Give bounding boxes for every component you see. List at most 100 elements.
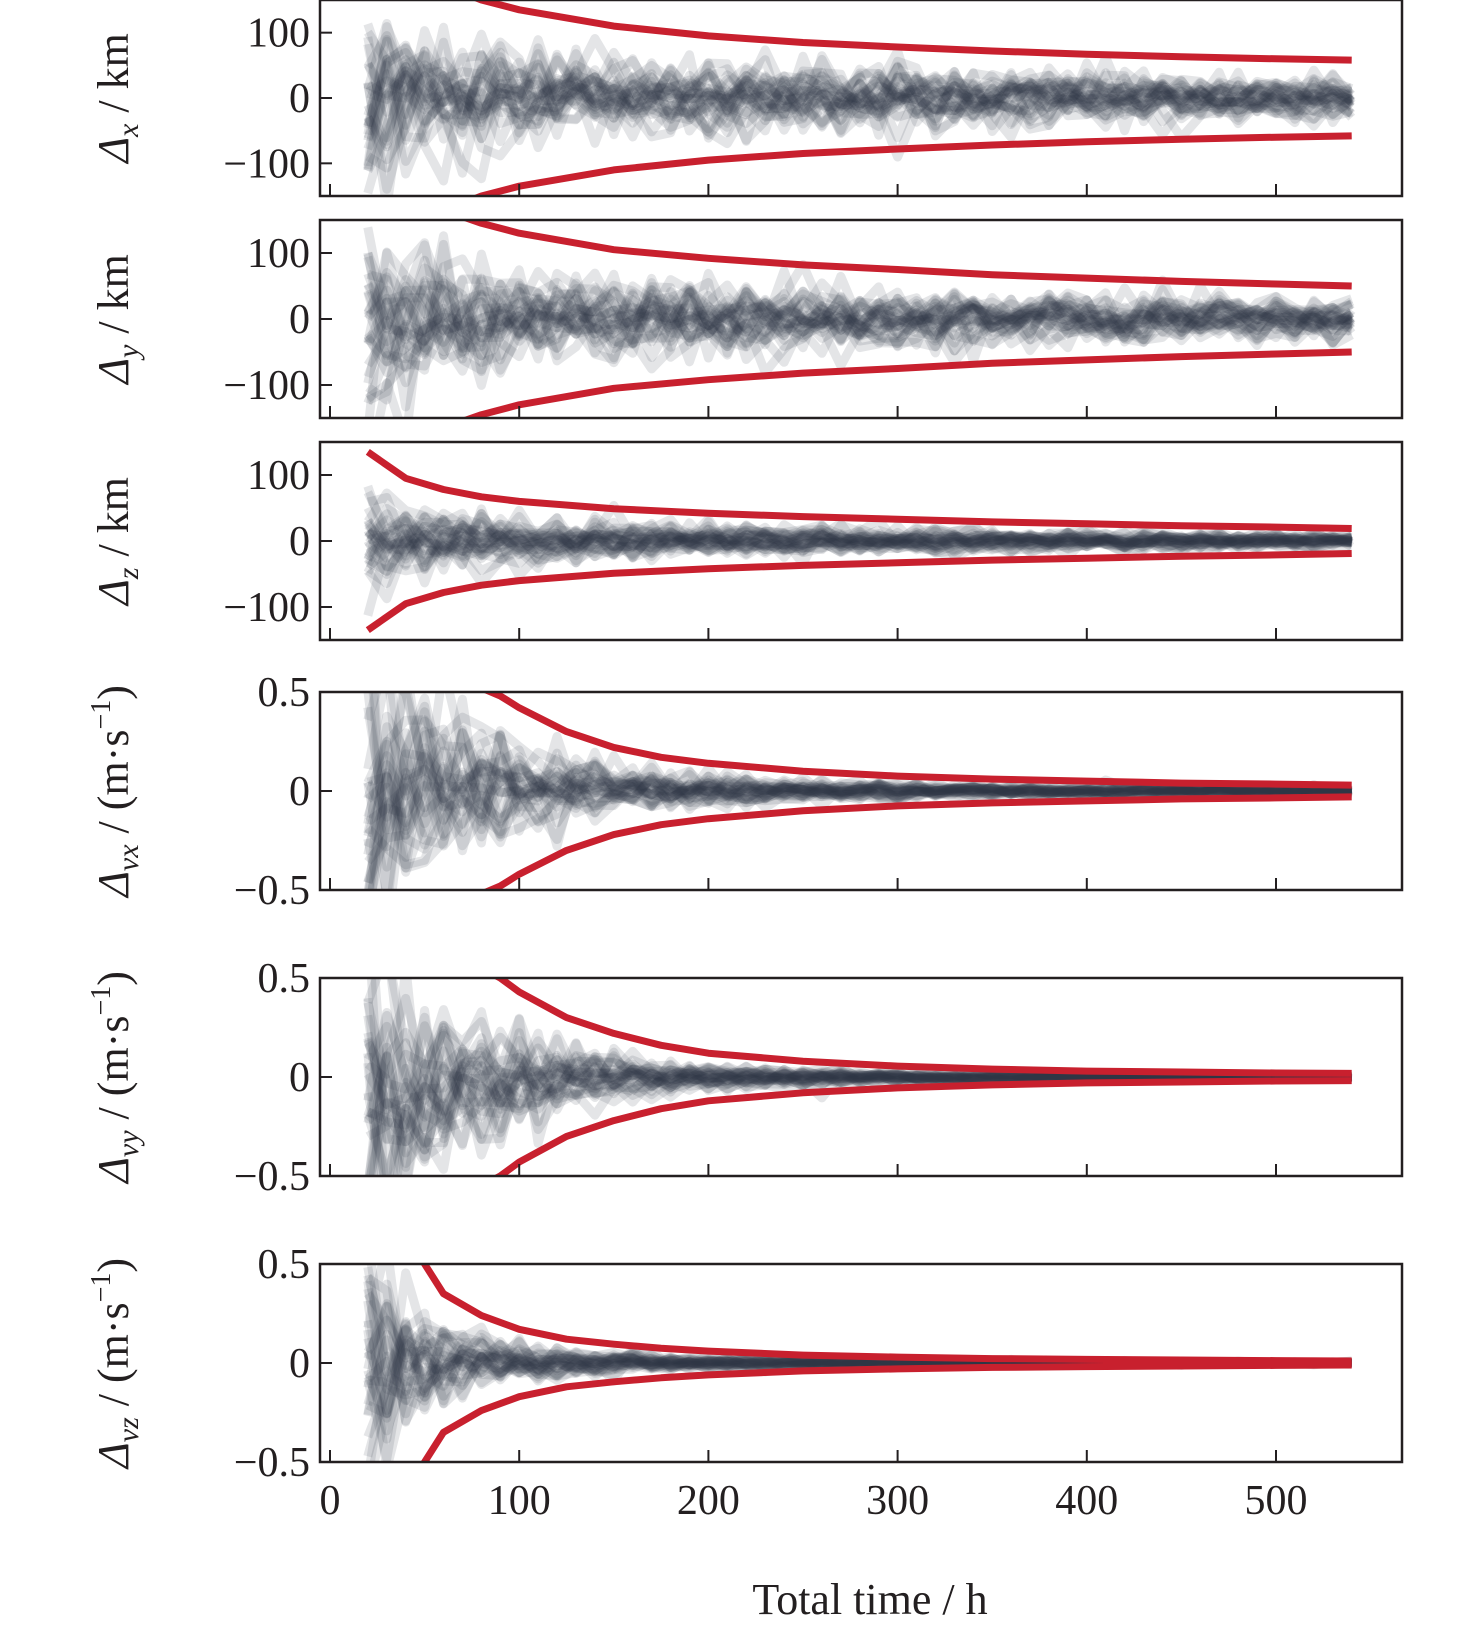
error-trace: [365, 1021, 1353, 1130]
plot-area: [363, 978, 1353, 1176]
error-trace: [366, 767, 1352, 854]
error-trace: [387, 692, 1353, 850]
y-tick-label: 0: [289, 769, 310, 815]
error-trace: [363, 505, 1353, 576]
error-trace: [365, 283, 1353, 403]
upper-bound-line: [481, 692, 1352, 789]
error-trace: [363, 727, 1353, 828]
y-axis-label: Δvy / (m·s−1): [86, 971, 145, 1185]
error-trace: [363, 272, 1354, 361]
plot-area: [363, 220, 1356, 418]
error-trace: [363, 278, 1353, 385]
error-trace: [363, 1001, 1352, 1134]
error-trace: [364, 29, 1356, 143]
error-trace: [363, 275, 1356, 379]
error-trace: [363, 733, 1353, 890]
y-tick-label: −0.5: [234, 1440, 310, 1486]
y-axis-label: Δx / km: [89, 33, 145, 165]
error-trace: [363, 1058, 1353, 1150]
error-trace: [364, 514, 1353, 574]
error-trace: [363, 276, 1354, 367]
error-trace: [363, 284, 1354, 405]
error-trace: [363, 1028, 1352, 1176]
panel-dy: −100 0 100 Δy / km: [89, 218, 1404, 420]
error-trace: [363, 226, 1355, 367]
error-trace: [364, 755, 1353, 870]
error-trace: [363, 1047, 1352, 1176]
error-trace: [363, 505, 1353, 561]
plot-area: [363, 0, 1356, 196]
error-trace: [364, 57, 1353, 131]
y-tick-label: −0.5: [234, 1154, 310, 1200]
error-trace: [363, 43, 1354, 143]
error-trace: [363, 514, 1352, 617]
error-trace: [365, 512, 1353, 560]
upper-bound-line: [365, 449, 1352, 532]
error-trace: [363, 505, 1352, 588]
error-trace: [368, 993, 1352, 1176]
error-trace: [364, 1022, 1352, 1144]
error-trace: [364, 254, 1356, 368]
error-trace: [363, 275, 1355, 367]
error-trace: [363, 260, 1355, 377]
error-trace: [363, 240, 1355, 364]
y-tick-label: 0.5: [258, 956, 311, 1002]
error-trace: [363, 54, 1353, 166]
error-trace: [363, 271, 1355, 352]
error-trace: [363, 711, 1353, 848]
plot-area: [363, 1264, 1353, 1462]
error-trace: [363, 36, 1354, 184]
error-trace: [363, 707, 1353, 885]
error-trace: [363, 265, 1352, 359]
y-tick-label: −100: [223, 585, 310, 631]
error-trace: [363, 1031, 1353, 1139]
error-trace: [365, 517, 1353, 577]
plot-area: [363, 692, 1353, 890]
error-trace: [363, 268, 1356, 377]
error-trace: [365, 255, 1354, 405]
error-trace: [366, 1034, 1352, 1176]
y-tick-label: 0: [289, 76, 310, 122]
error-trace: [364, 515, 1353, 569]
error-trace: [363, 504, 1353, 572]
upper-bound-line: [492, 978, 1352, 1077]
error-trace: [365, 508, 1354, 559]
error-trace: [363, 978, 1353, 1108]
panel-dz: −100 0 100 Δz / km: [89, 440, 1404, 642]
error-trace: [363, 1014, 1352, 1147]
error-trace: [363, 65, 1356, 151]
y-tick-label: 100: [247, 453, 310, 499]
error-trace: [374, 278, 1353, 418]
error-trace: [363, 51, 1354, 143]
error-trace: [363, 1043, 1352, 1176]
error-trace: [369, 1268, 1352, 1462]
panel-dvx: −0.5 0 0.5 Δvx / (m·s−1): [86, 670, 1404, 914]
error-trace: [369, 692, 1353, 872]
error-trace: [363, 26, 1355, 138]
panel-dvy: −0.5 0 0.5 Δvy / (m·s−1): [86, 956, 1404, 1200]
error-trace: [363, 1055, 1353, 1176]
error-trace: [363, 43, 1353, 140]
x-axis-label: Total time / h: [752, 1575, 987, 1624]
lower-bound-line: [461, 348, 1352, 418]
y-axis-label: Δvx / (m·s−1): [86, 685, 145, 899]
error-trace: [363, 31, 1353, 162]
error-trace: [365, 1046, 1353, 1176]
error-trace: [366, 978, 1352, 1176]
error-trace: [366, 270, 1355, 373]
error-trace: [364, 271, 1356, 390]
error-trace: [363, 22, 1355, 167]
error-trace: [364, 275, 1356, 412]
upper-bound-line: [420, 1264, 1352, 1365]
y-tick-label: 0.5: [258, 1242, 311, 1288]
y-tick-label: −100: [223, 141, 310, 187]
error-trace: [364, 521, 1353, 604]
error-trace: [364, 511, 1352, 562]
plot-area: [363, 449, 1354, 633]
error-trace: [365, 767, 1353, 851]
error-trace: [363, 22, 1355, 140]
error-trace: [363, 36, 1355, 145]
error-trace: [363, 978, 1352, 1176]
error-trace: [363, 62, 1355, 173]
